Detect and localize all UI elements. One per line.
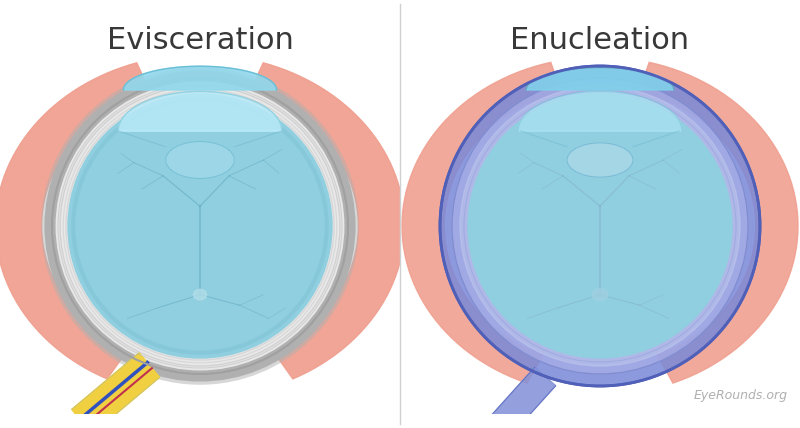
Circle shape — [52, 78, 348, 374]
Polygon shape — [72, 353, 160, 428]
Ellipse shape — [194, 289, 206, 300]
Circle shape — [460, 86, 740, 366]
Text: Enucleation: Enucleation — [510, 26, 690, 55]
Circle shape — [440, 66, 760, 386]
Polygon shape — [123, 66, 277, 90]
Polygon shape — [486, 367, 556, 428]
Text: EyeRounds.org: EyeRounds.org — [694, 389, 788, 402]
Circle shape — [468, 94, 732, 358]
Polygon shape — [0, 63, 151, 379]
Polygon shape — [402, 62, 562, 383]
Polygon shape — [638, 62, 798, 383]
Ellipse shape — [592, 289, 608, 300]
Polygon shape — [518, 91, 682, 131]
Text: Evisceration: Evisceration — [106, 26, 294, 55]
Circle shape — [452, 78, 748, 374]
Circle shape — [68, 94, 332, 358]
Polygon shape — [526, 68, 674, 90]
Polygon shape — [249, 63, 405, 379]
Polygon shape — [118, 91, 282, 131]
Ellipse shape — [166, 142, 234, 178]
Ellipse shape — [567, 143, 633, 177]
